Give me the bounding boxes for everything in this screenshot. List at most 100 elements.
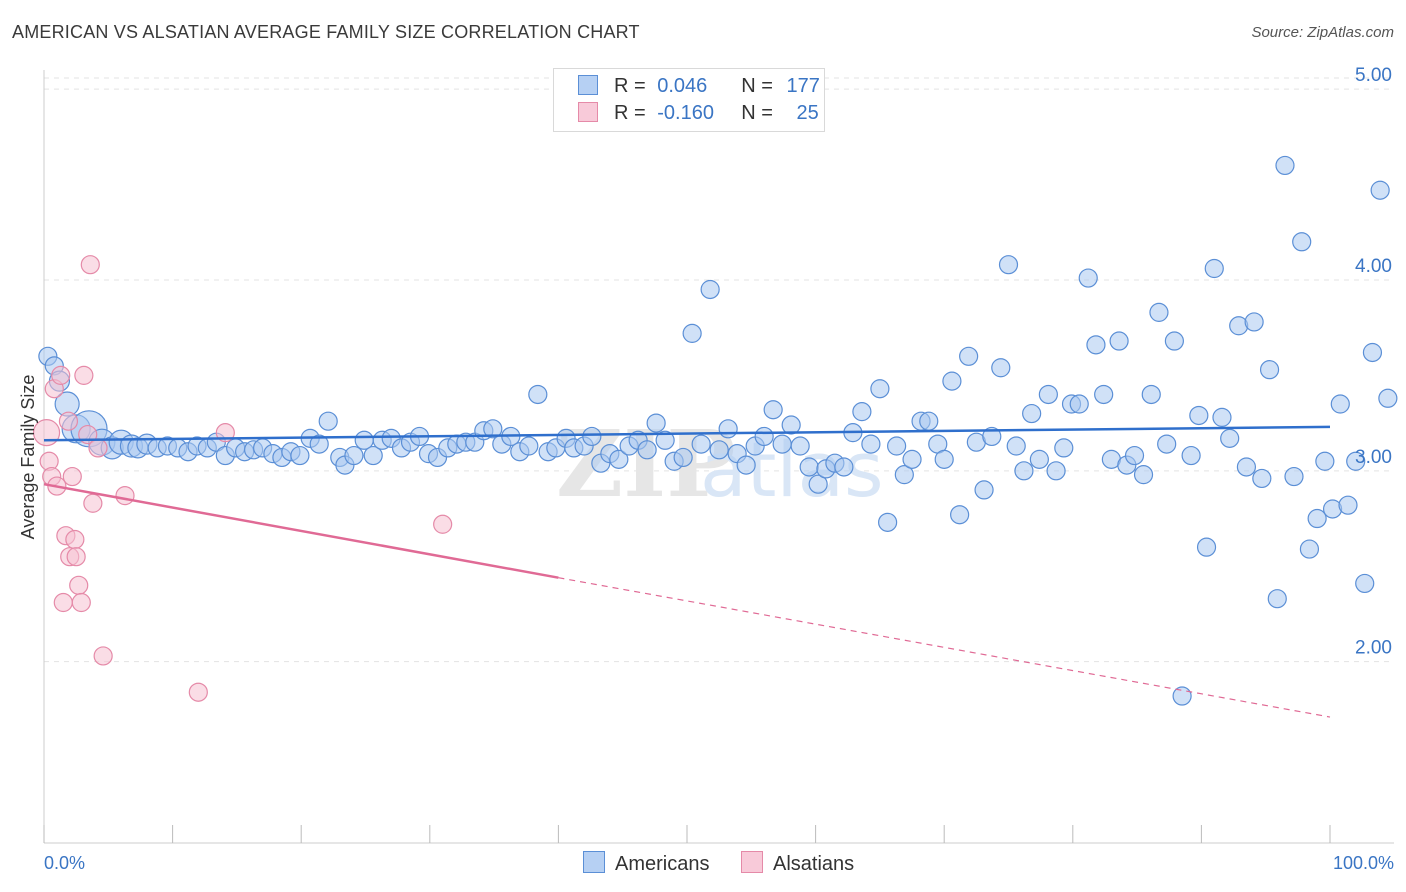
american-point — [691, 434, 711, 454]
american-point — [894, 465, 914, 485]
american-point — [1307, 508, 1327, 529]
american-point — [1124, 445, 1145, 466]
american-point — [1069, 394, 1089, 414]
bottom-legend-alsatians: Alsatians — [741, 851, 854, 876]
alsatian-point — [88, 438, 108, 458]
americans-points — [38, 155, 1398, 706]
alsatian-point — [51, 365, 71, 385]
american-point — [637, 440, 657, 460]
american-point — [483, 419, 503, 439]
american-point — [1006, 436, 1026, 456]
american-point — [808, 474, 828, 494]
alsatian-point — [188, 682, 208, 702]
alsatian-point — [115, 486, 135, 506]
american-point — [870, 379, 890, 399]
american-point — [1109, 331, 1129, 351]
bottom-legend-swatch-alsatians — [741, 851, 763, 873]
legend-swatch-alsatians — [578, 102, 598, 122]
american-point — [852, 402, 872, 422]
y-tick-label: 4.00 — [1355, 256, 1392, 277]
american-point — [1046, 461, 1066, 481]
american-point — [718, 419, 738, 439]
alsatian-point — [71, 592, 91, 613]
american-point — [1259, 360, 1280, 380]
american-point — [1330, 394, 1350, 414]
american-point — [1275, 155, 1295, 176]
bottom-legend-label-americans: Americans — [615, 853, 710, 875]
american-point — [1149, 302, 1169, 322]
american-point — [763, 400, 783, 420]
american-point — [982, 426, 1002, 447]
american-point — [1164, 331, 1184, 351]
american-point — [1078, 268, 1098, 288]
grid-lines — [44, 77, 1394, 663]
american-point — [1141, 384, 1161, 405]
legend-r-value-alsatians: -0.160 — [657, 102, 714, 124]
american-point — [1038, 384, 1058, 405]
watermark-zip: ZIP — [556, 410, 735, 518]
american-point — [790, 436, 810, 456]
trend-lines — [43, 425, 1331, 718]
american-point — [1355, 573, 1375, 594]
american-point — [772, 434, 792, 454]
american-point — [528, 384, 548, 405]
x-tick-label-start: 0.0% — [44, 853, 85, 873]
american-point — [1362, 342, 1383, 363]
american-point — [919, 411, 939, 431]
alsatian-point — [62, 466, 82, 487]
american-point — [1196, 537, 1217, 557]
alsatian-point — [66, 547, 86, 567]
alsatian-point — [80, 255, 100, 275]
legend-r-label: R = — [614, 102, 646, 124]
y-tick-label: 5.00 — [1355, 65, 1392, 86]
american-point — [950, 505, 970, 525]
american-point — [1252, 468, 1272, 489]
american-point — [781, 415, 801, 435]
legend-n-value-alsatians: 25 — [796, 102, 819, 124]
american-point — [1346, 451, 1366, 471]
alsatian-point — [53, 592, 73, 613]
american-point — [861, 434, 881, 454]
alsatians-points — [32, 255, 453, 702]
american-point — [902, 449, 922, 469]
american-point — [646, 413, 666, 433]
american-point — [1284, 466, 1304, 487]
bottom-legend-americans: Americans — [583, 851, 709, 876]
american-point — [1014, 461, 1034, 481]
american-point — [700, 279, 720, 300]
american-point — [974, 480, 994, 500]
american-point — [1086, 335, 1106, 355]
american-point — [942, 371, 962, 391]
legend-row-americans: R = 0.046 N = 177 — [578, 75, 820, 101]
american-point — [682, 323, 702, 343]
chart-title: AMERICAN VS ALSATIAN AVERAGE FAMILY SIZE… — [12, 22, 640, 42]
american-point — [934, 449, 954, 469]
american-point — [1267, 589, 1287, 609]
american-point — [582, 426, 602, 447]
american-point — [1189, 405, 1209, 426]
american-point — [887, 436, 907, 456]
alsatians-trend-extension — [558, 577, 1331, 718]
american-point — [673, 447, 693, 468]
american-point — [519, 436, 539, 456]
american-point — [1236, 457, 1257, 477]
american-point — [959, 346, 979, 366]
american-point — [754, 426, 774, 447]
alsatian-point — [58, 411, 79, 431]
alsatian-point — [69, 575, 89, 595]
american-point — [1338, 495, 1358, 515]
american-point — [1220, 428, 1240, 448]
y-tick-label: 2.00 — [1355, 638, 1392, 659]
american-point — [736, 455, 756, 475]
american-point — [1022, 403, 1042, 424]
americans-trend-line — [43, 425, 1331, 442]
alsatian-point — [74, 365, 94, 385]
alsatians-trend-line — [43, 482, 559, 579]
american-point — [1244, 312, 1264, 332]
bottom-legend-label-alsatians: Alsatians — [773, 853, 855, 875]
legend-row-alsatians: R = -0.160 N = 25 — [578, 102, 819, 128]
alsatian-point — [83, 493, 103, 513]
legend-n-value-americans: 177 — [786, 75, 820, 97]
correlation-legend: R = 0.046 N = 177 R = -0.160 N = 25 — [553, 68, 825, 132]
